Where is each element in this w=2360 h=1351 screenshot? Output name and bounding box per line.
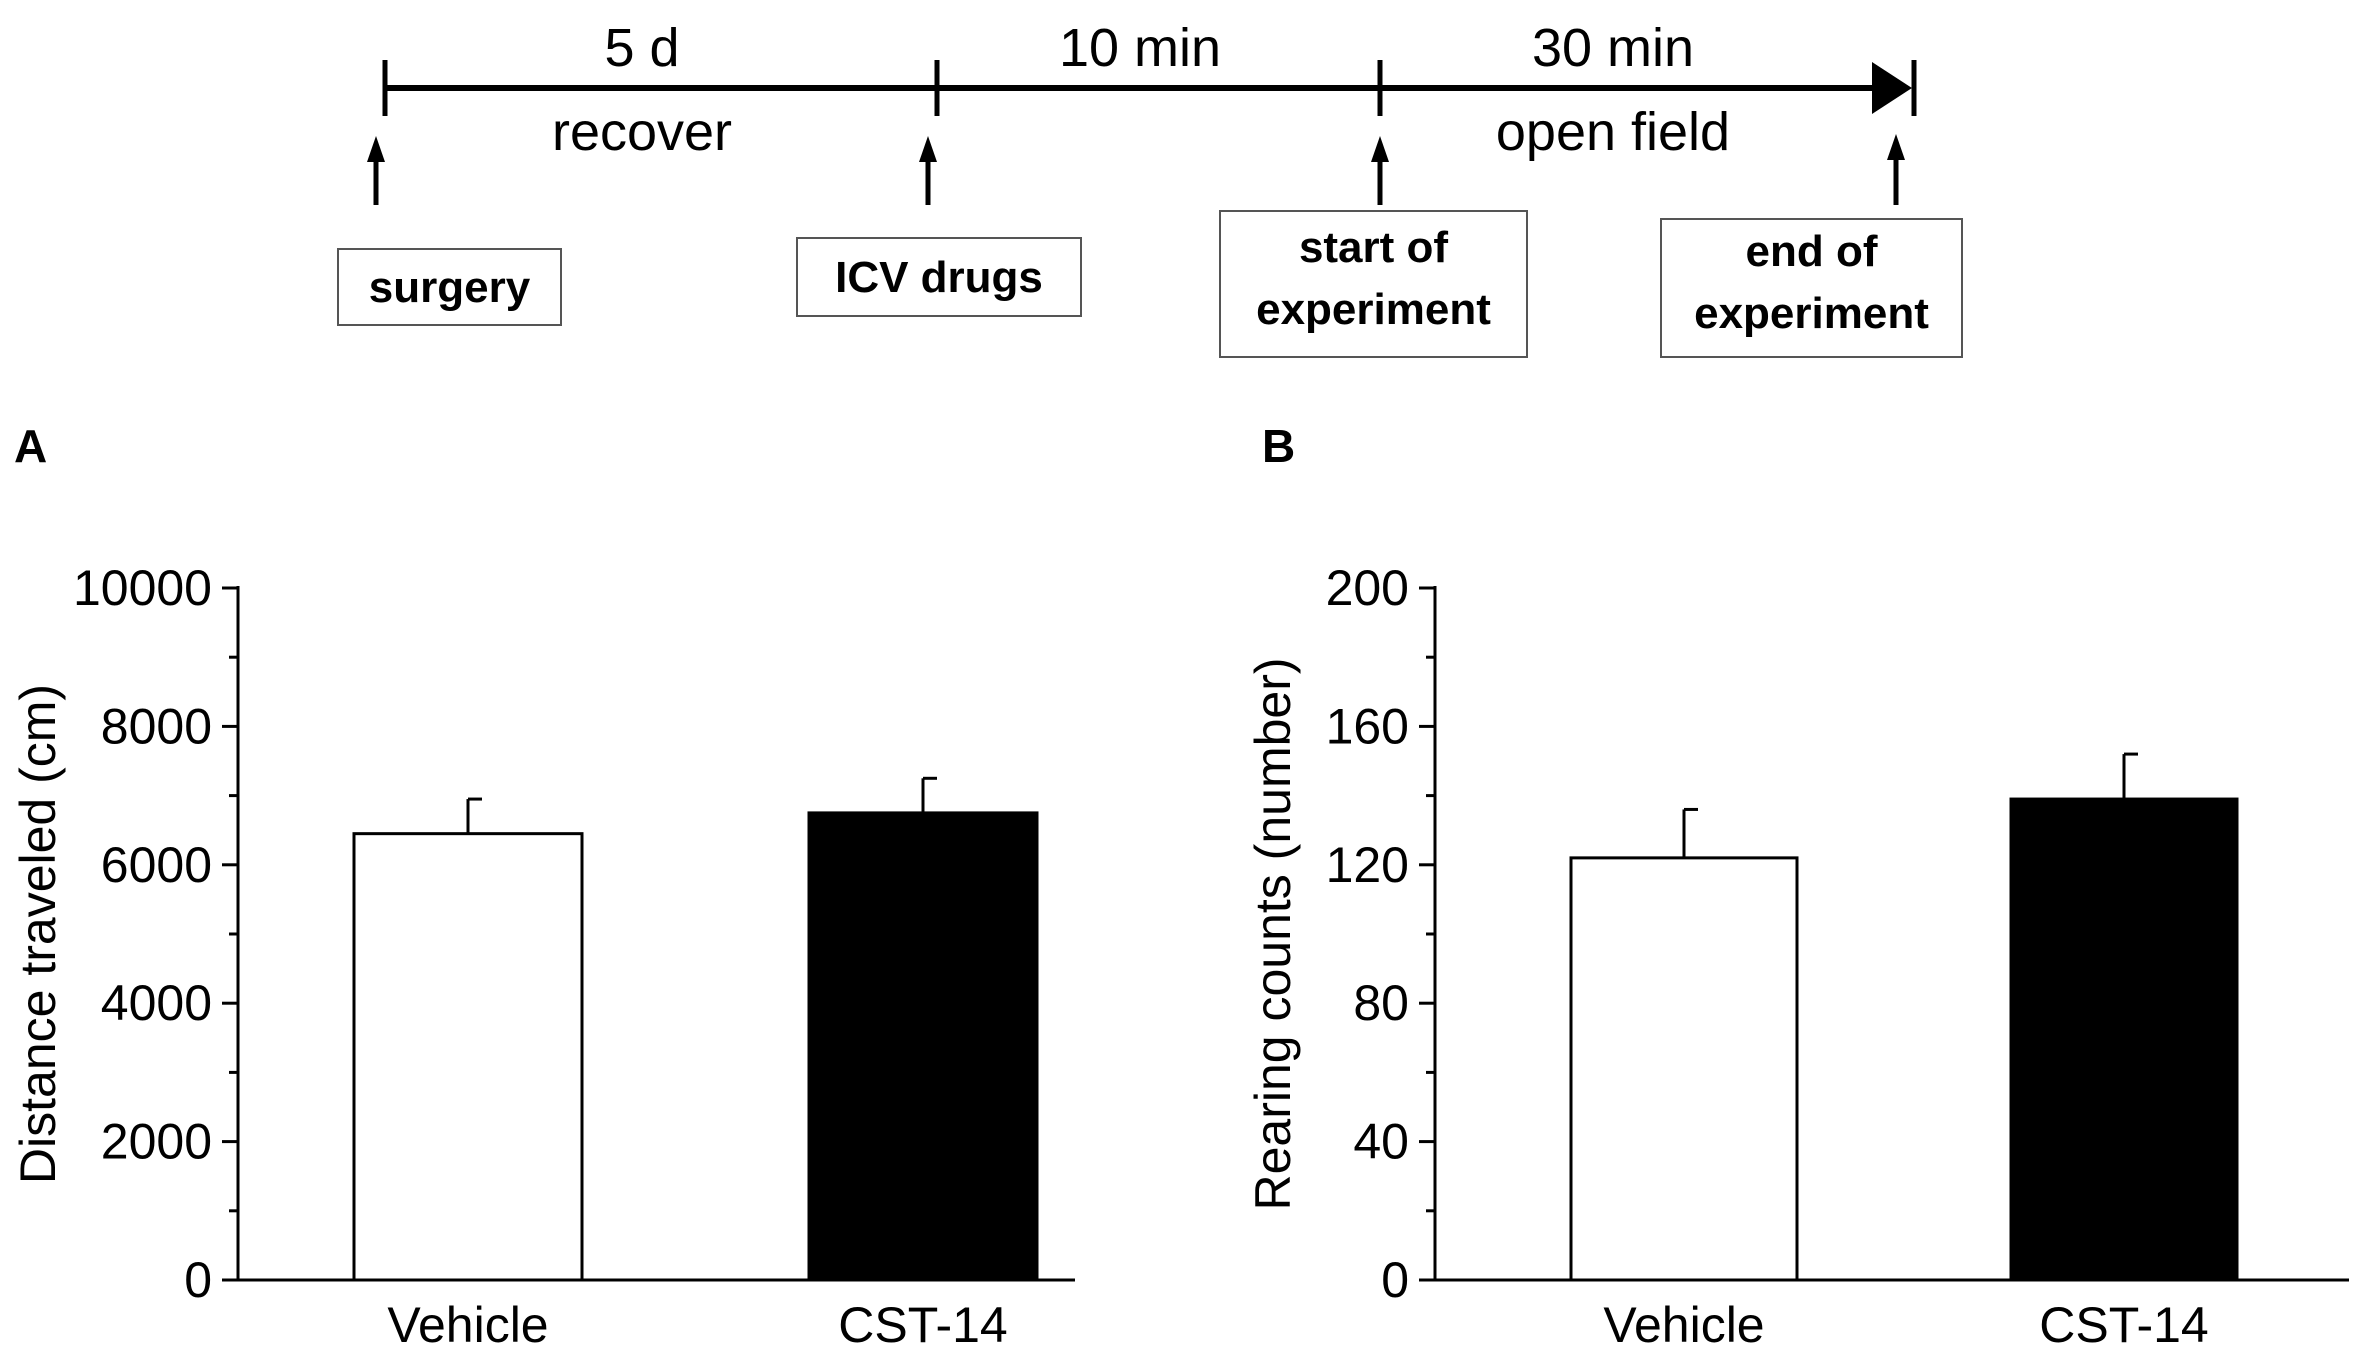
segment-duration-label: 5 d <box>604 18 679 78</box>
y-tick-label: 0 <box>1381 1252 1409 1308</box>
y-tick-label: 120 <box>1326 837 1409 893</box>
y-tick-label: 6000 <box>101 837 212 893</box>
x-tick-label: Vehicle <box>387 1297 548 1351</box>
timeline: 5 d recover 10 min 30 min open field surgery I… <box>337 18 1963 358</box>
y-tick-label: 10000 <box>73 560 212 616</box>
event-arrow-head <box>1371 136 1389 162</box>
event-label: ICV drugs <box>835 253 1043 302</box>
y-axis-label: Rearing counts (number) <box>1245 657 1301 1210</box>
x-tick-label: CST-14 <box>2039 1297 2209 1351</box>
y-tick-label: 160 <box>1326 698 1409 754</box>
event-label: end of <box>1746 227 1878 276</box>
event-box <box>337 248 562 326</box>
event-box <box>1660 218 1963 358</box>
y-tick-label: 0 <box>184 1252 212 1308</box>
panel-letter: B <box>1262 420 1295 472</box>
segment-phase-label: open field <box>1496 102 1730 162</box>
event-arrow-head <box>919 136 937 162</box>
x-tick-label: CST-14 <box>838 1297 1008 1351</box>
event-label: start of <box>1299 223 1448 272</box>
y-tick-label: 8000 <box>101 698 212 754</box>
y-tick-label: 200 <box>1326 560 1409 616</box>
event-label: surgery <box>369 263 531 312</box>
bar-vehicle <box>1569 856 1799 1282</box>
segment-duration-label: 30 min <box>1532 18 1694 78</box>
bar-cst-14 <box>2009 797 2239 1282</box>
y-axis-label: Distance traveled (cm) <box>10 684 66 1184</box>
panel-letter: A <box>14 420 47 472</box>
segment-phase-label: recover <box>552 102 732 162</box>
event-box <box>796 237 1082 317</box>
event-arrow-head <box>1887 134 1905 160</box>
event-box <box>1219 210 1528 358</box>
bar-vehicle <box>352 832 584 1282</box>
y-tick-label: 2000 <box>101 1114 212 1170</box>
chart-panel-A: A 0 2000 4000 6000 8000 10000 Distance traveled… <box>10 420 1075 1351</box>
timeline-arrowhead <box>1872 62 1912 114</box>
bar-cst-14 <box>807 811 1039 1282</box>
event-label: experiment <box>1256 285 1491 334</box>
y-tick-label: 80 <box>1353 975 1409 1031</box>
y-tick-label: 40 <box>1353 1114 1409 1170</box>
chart-panel-B: B 0 40 80 120 160 200 Rearing counts (number) Ve… <box>1245 420 2349 1351</box>
segment-duration-label: 10 min <box>1059 18 1221 78</box>
x-tick-label: Vehicle <box>1603 1297 1764 1351</box>
event-label: experiment <box>1694 289 1929 338</box>
event-arrow-head <box>367 136 385 162</box>
y-tick-label: 4000 <box>101 975 212 1031</box>
